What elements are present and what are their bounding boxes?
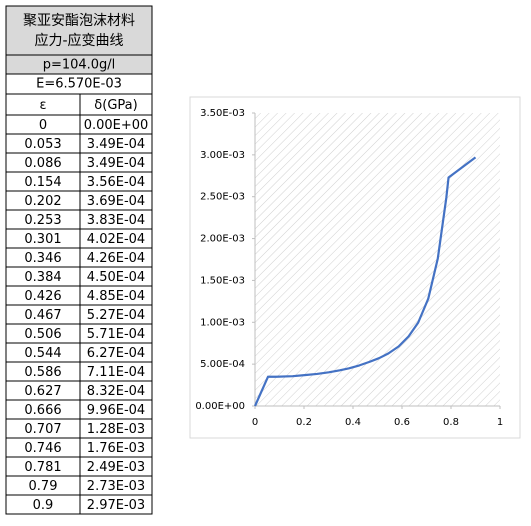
table-cell-text: 3.49E-04: [87, 137, 145, 152]
table-cell-text: 0.154: [24, 175, 61, 190]
y-tick-label: 2.50E-03: [200, 192, 245, 203]
density: p=104.0g/l: [43, 58, 116, 73]
table-cell-text: 0.506: [24, 327, 61, 342]
table-cell-text: 0.253: [24, 213, 61, 228]
table-cell-text: 0.346: [24, 251, 61, 266]
table-cell-text: 4.85E-04: [87, 289, 145, 304]
table-cell-text: 3.69E-04: [87, 194, 145, 209]
data-line: [253, 156, 477, 407]
table-cell-text: 3.49E-04: [87, 156, 145, 171]
table-cell-text: 2.97E-03: [87, 498, 145, 513]
table-cell-text: 6.27E-04: [87, 346, 145, 361]
x-tick-label: 0.4: [345, 417, 361, 428]
table-cell-text: 9.96E-04: [87, 403, 145, 418]
x-tick-label: 0.8: [443, 417, 459, 428]
table-cell-text: 1.28E-03: [87, 422, 145, 437]
table-cell-text: 7.11E-04: [87, 365, 145, 380]
table-cell-text: 4.50E-04: [87, 270, 145, 285]
table-cell-text: 0.544: [24, 346, 61, 361]
table-cell-text: 3.56E-04: [87, 175, 145, 190]
table-cell-text: 0.9: [33, 498, 54, 513]
y-tick-label: 3.00E-03: [200, 150, 245, 161]
table-cell-text: 8.32E-04: [87, 384, 145, 399]
table-cell-text: 0.666: [24, 403, 61, 418]
table-cell-text: 0.467: [24, 308, 61, 323]
table-cell-text: 1.76E-03: [87, 441, 145, 456]
title-cell: [5, 5, 153, 56]
table-cell-text: 0.781: [24, 460, 61, 475]
table-cell-text: 0.746: [24, 441, 61, 456]
table-cell-text: 0.707: [24, 422, 61, 437]
table-cell-text: 0.086: [24, 156, 61, 171]
column-header: δ(GPa): [94, 98, 137, 113]
table-cell-text: 2.73E-03: [87, 479, 145, 494]
table-cell-text: 4.02E-04: [87, 232, 145, 247]
y-tick-label: 0.00E+00: [195, 401, 245, 412]
y-tick-label: 3.50E-03: [200, 108, 245, 119]
table-cell-text: 0.202: [24, 194, 61, 209]
y-tick-label: 5.00E-04: [200, 359, 245, 370]
table-cell-text: 0.053: [24, 137, 61, 152]
table-cell-text: 4.26E-04: [87, 251, 145, 266]
x-tick-label: 0.6: [394, 417, 410, 428]
table-cell-text: 5.71E-04: [87, 327, 145, 342]
y-tick-label: 1.50E-03: [200, 275, 245, 286]
table-cell-text: 0.627: [24, 384, 61, 399]
table-subtitle: 应力-应变曲线: [34, 32, 123, 49]
x-tick-label: 1: [497, 417, 503, 428]
plot-background: [255, 113, 500, 406]
table-cell-text: 0: [39, 118, 47, 133]
table-cell-text: 0.00E+00: [84, 118, 149, 133]
y-tick-label: 1.00E-03: [200, 317, 245, 328]
x-tick-label: 0: [252, 417, 258, 428]
table-cell-text: 0.586: [24, 365, 61, 380]
table-cell-text: 0.426: [24, 289, 61, 304]
table-cell: [79, 494, 153, 515]
y-tick-label: 2.00E-03: [200, 234, 245, 245]
table-cell-text: 0.79: [29, 479, 58, 494]
table-cell-text: 3.83E-04: [87, 213, 145, 228]
modulus: E=6.570E-03: [36, 77, 122, 92]
table-cell-text: 0.384: [24, 270, 61, 285]
table-cell-text: 0.301: [24, 232, 61, 247]
x-tick-label: 0.2: [296, 417, 312, 428]
column-header: ε: [39, 98, 46, 113]
table-title: 聚亚安酯泡沫材料: [23, 13, 135, 29]
table-cell-text: 5.27E-04: [87, 308, 145, 323]
table-cell-text: 2.49E-03: [87, 460, 145, 475]
